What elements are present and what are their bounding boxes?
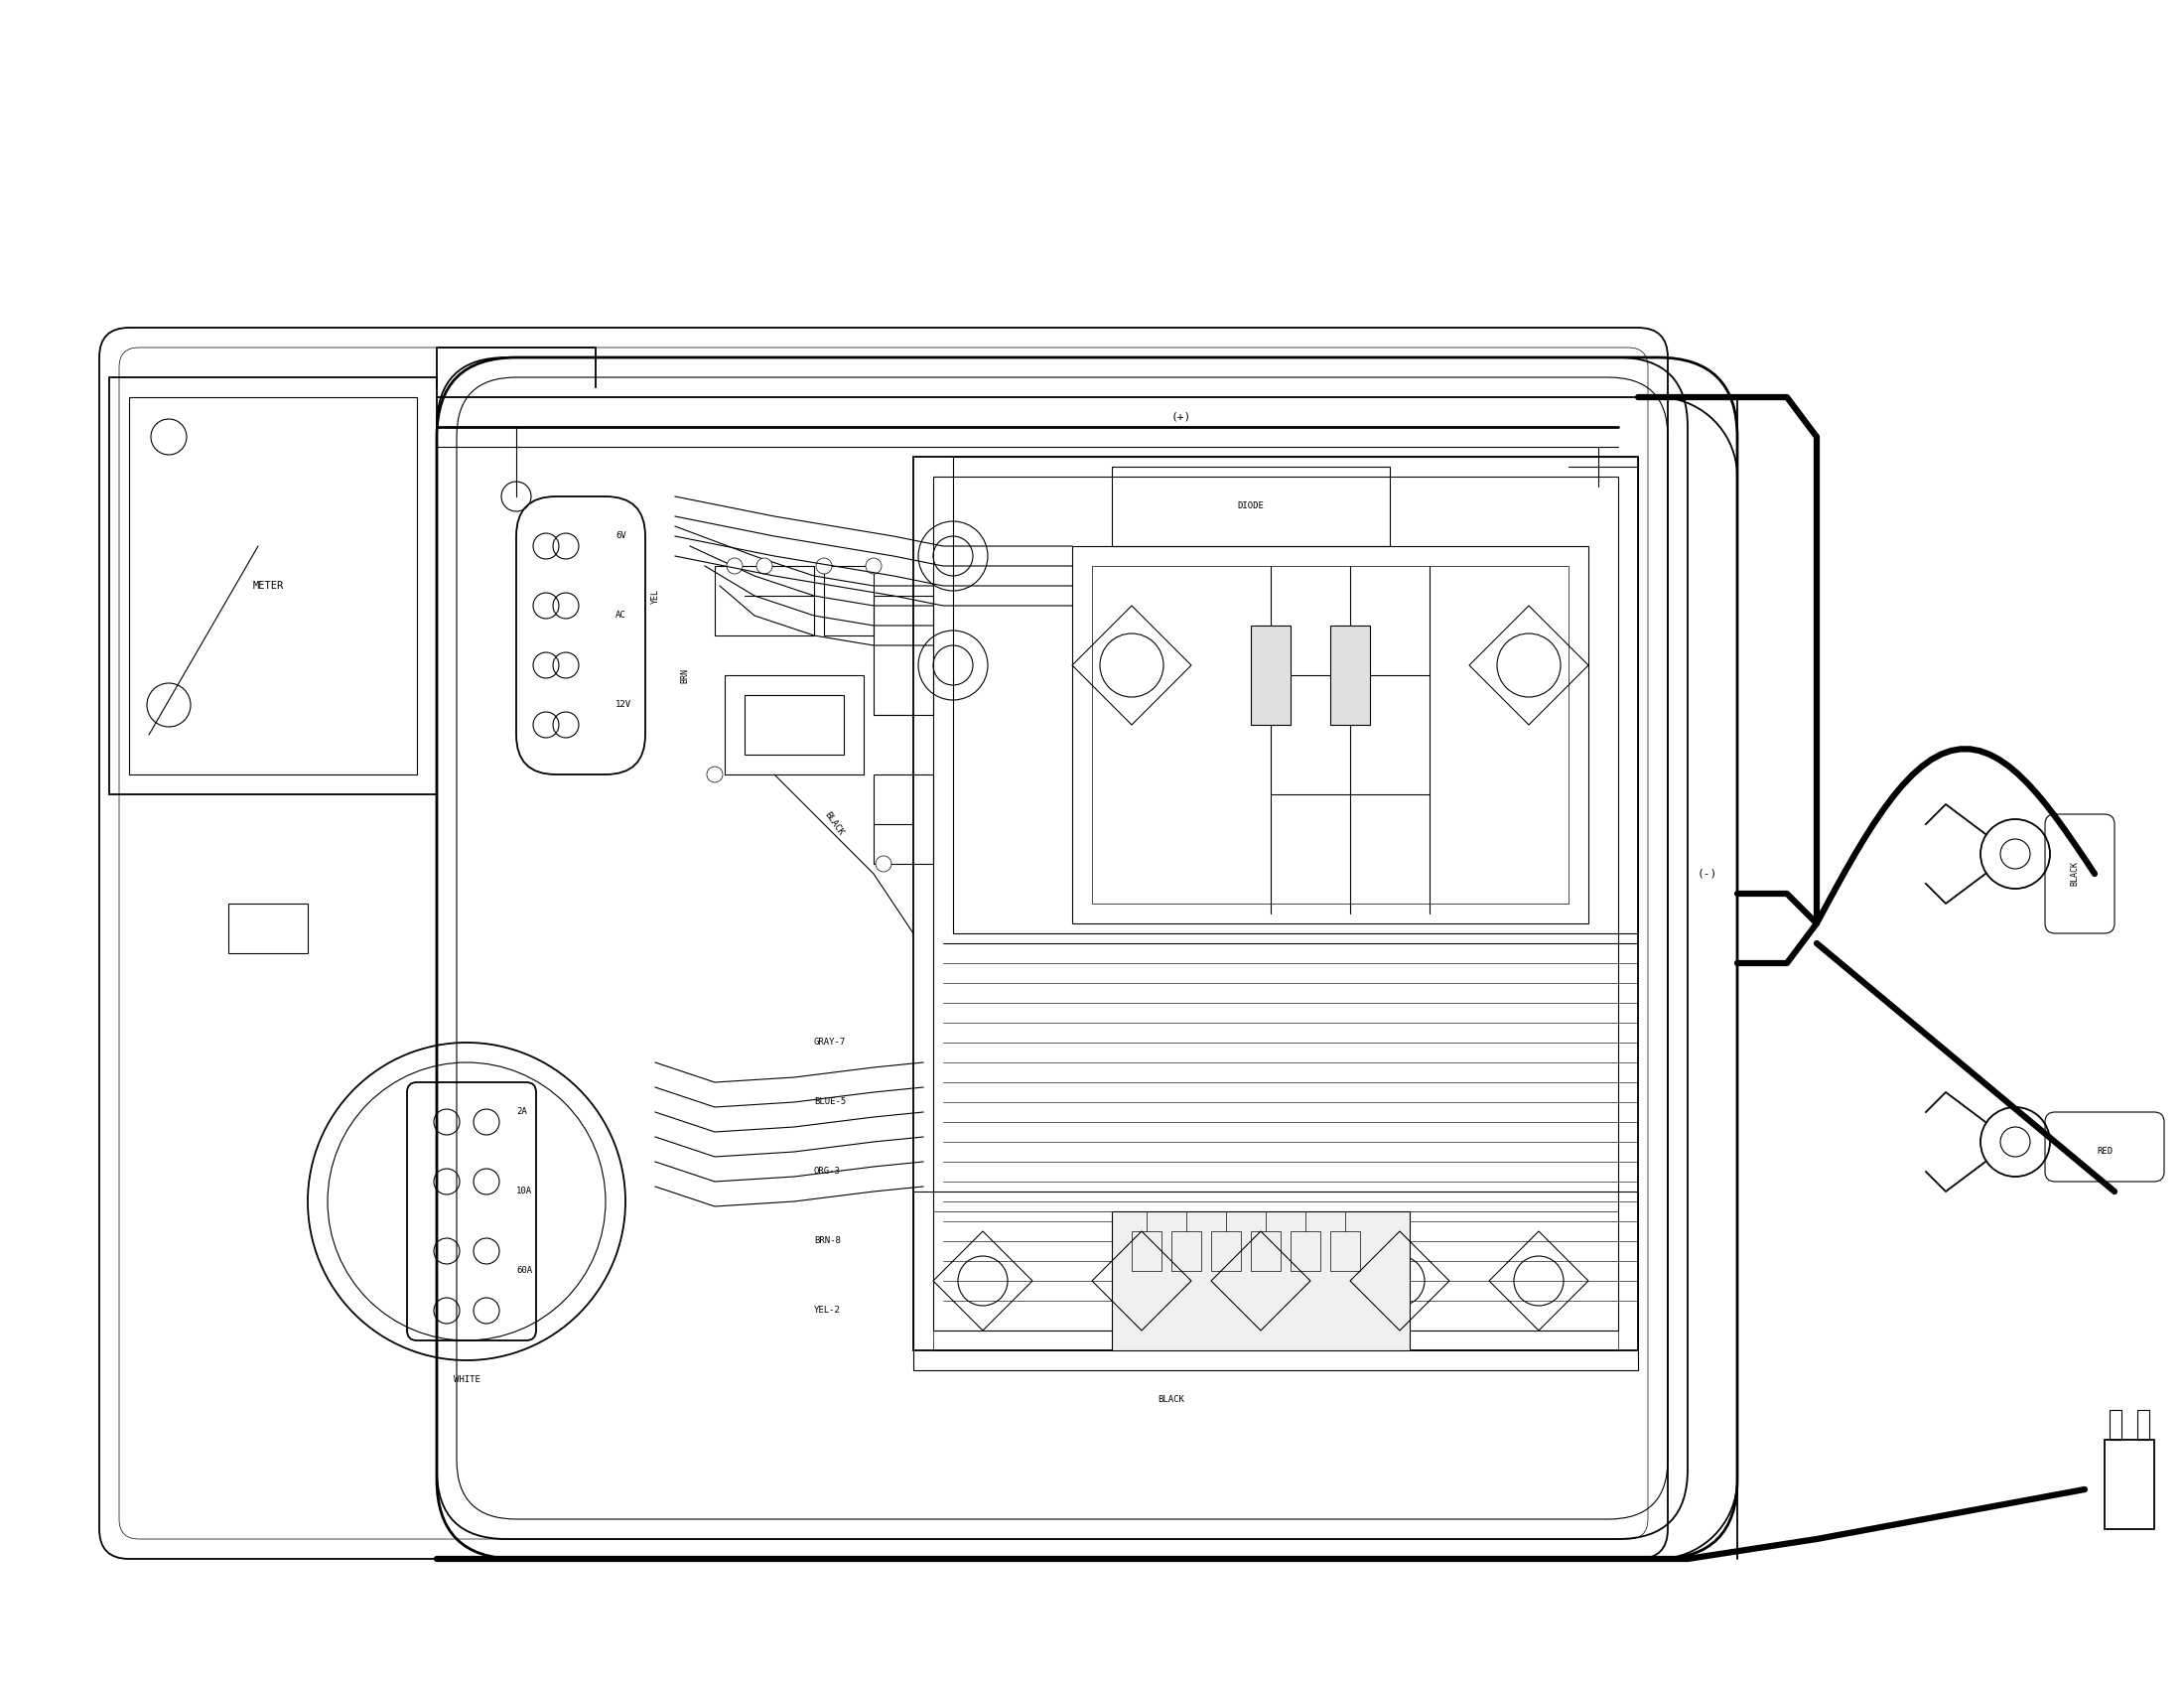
Bar <box>874 775 933 864</box>
Bar <box>933 1211 1618 1351</box>
Circle shape <box>817 557 832 574</box>
Circle shape <box>727 557 743 574</box>
Bar <box>933 477 1618 1330</box>
Bar <box>745 695 843 754</box>
Circle shape <box>756 557 773 574</box>
Bar <box>1171 1231 1201 1271</box>
Text: 6V: 6V <box>616 532 627 541</box>
Text: BRN: BRN <box>681 669 690 682</box>
Bar <box>952 456 1638 933</box>
Bar <box>1072 546 1588 923</box>
Text: GRAY-7: GRAY-7 <box>815 1037 845 1047</box>
Text: WHITE: WHITE <box>454 1376 480 1384</box>
Bar <box>1251 1231 1280 1271</box>
Text: YEL-2: YEL-2 <box>815 1307 841 1315</box>
Text: BLACK: BLACK <box>2070 861 2079 886</box>
Bar <box>725 675 863 775</box>
Text: 10A: 10A <box>515 1187 533 1196</box>
Bar <box>913 1192 1638 1371</box>
Bar <box>1291 1231 1321 1271</box>
Bar <box>714 566 815 635</box>
Bar <box>1330 625 1369 724</box>
Text: 60A: 60A <box>515 1266 533 1275</box>
Text: ORG-3: ORG-3 <box>815 1167 841 1175</box>
Bar <box>109 377 437 795</box>
Bar <box>1251 625 1291 724</box>
Bar <box>1112 466 1389 546</box>
Bar <box>2105 1440 2153 1529</box>
Circle shape <box>708 766 723 783</box>
Bar <box>1131 1231 1162 1271</box>
Bar <box>2138 1410 2149 1440</box>
Text: (+): (+) <box>1171 413 1192 423</box>
Text: 2A: 2A <box>515 1108 526 1116</box>
Text: BLACK: BLACK <box>823 810 845 837</box>
Circle shape <box>876 855 891 872</box>
Text: (-): (-) <box>1697 869 1717 879</box>
Bar <box>1330 1231 1361 1271</box>
Text: BRN-8: BRN-8 <box>815 1236 841 1246</box>
Bar <box>129 397 417 775</box>
Bar <box>823 566 874 635</box>
Text: AC: AC <box>616 611 627 620</box>
Text: RED: RED <box>2097 1147 2112 1157</box>
Text: YEL: YEL <box>651 588 660 603</box>
Circle shape <box>865 557 882 574</box>
Text: METER: METER <box>253 581 284 591</box>
Bar <box>1112 1211 1409 1351</box>
Bar <box>1092 566 1568 904</box>
Bar <box>1212 1231 1241 1271</box>
Text: 12V: 12V <box>616 701 631 709</box>
Bar <box>874 596 933 716</box>
Text: BLUE-5: BLUE-5 <box>815 1098 845 1106</box>
Bar <box>229 904 308 953</box>
Text: DIODE: DIODE <box>1238 502 1265 510</box>
Bar <box>913 456 1638 1351</box>
Text: BLACK: BLACK <box>1158 1396 1184 1404</box>
Bar <box>2110 1410 2121 1440</box>
